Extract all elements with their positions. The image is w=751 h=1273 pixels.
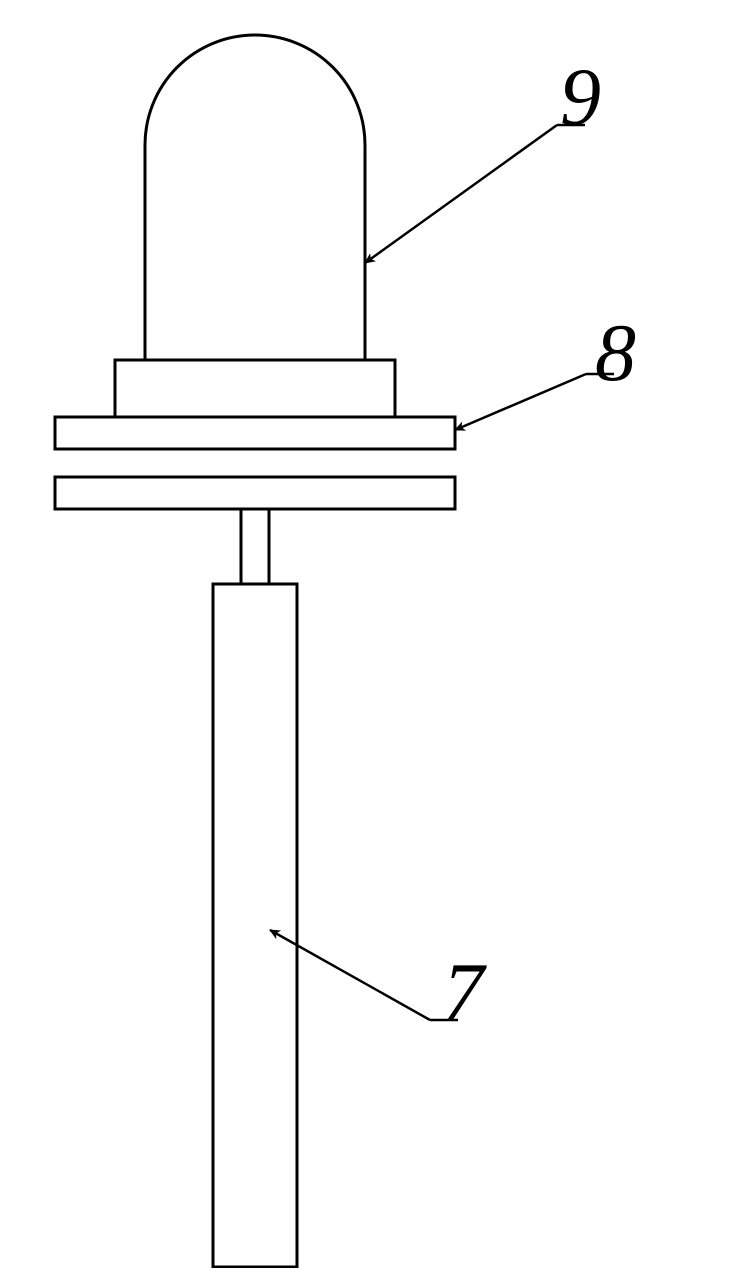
technical-diagram: [0, 0, 751, 1268]
leader-line-8: [455, 374, 586, 430]
callout-label-7: 7: [443, 945, 484, 1039]
diagram-svg: [0, 0, 751, 1268]
dome-cap: [145, 35, 365, 360]
callout-label-9: 9: [560, 50, 601, 144]
middle-plate: [55, 417, 455, 449]
upper-plate: [115, 360, 395, 417]
thick-stem: [213, 584, 297, 1267]
thin-stem: [241, 509, 269, 584]
lower-plate: [55, 477, 455, 509]
leader-line-9: [365, 125, 557, 263]
callout-label-8: 8: [595, 306, 636, 400]
